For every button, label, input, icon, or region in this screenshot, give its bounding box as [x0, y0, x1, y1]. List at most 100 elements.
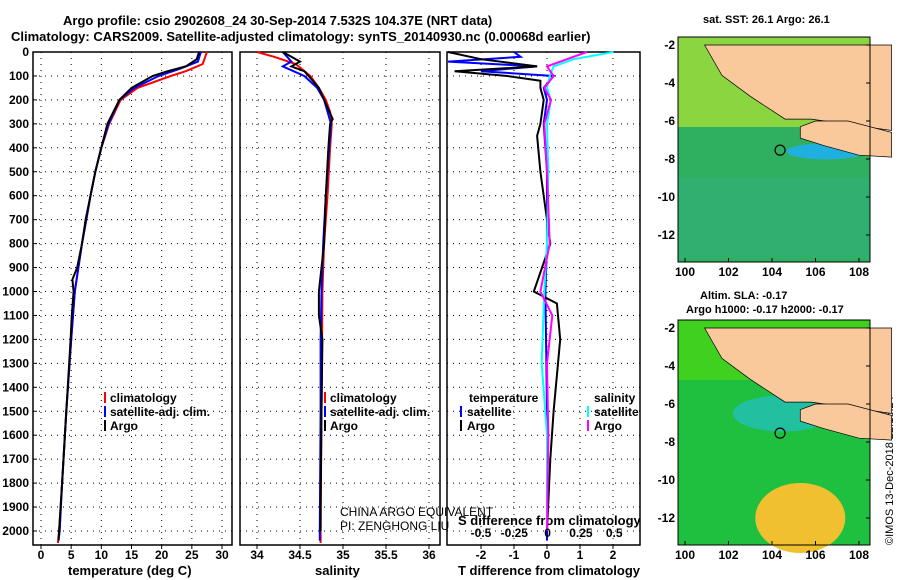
y-tick-label: 700: [9, 213, 29, 227]
map-frame: [677, 319, 871, 546]
series-line-argo: [57, 51, 201, 541]
pi-line1: CHINA ARGO EQUIVALENT: [340, 505, 494, 519]
series-line-climatology: [56, 51, 208, 544]
map-frame: [677, 36, 871, 263]
s-tick-label: 0: [544, 526, 551, 540]
y-tick-label: 1800: [2, 476, 29, 490]
x-tick-label: 34: [250, 548, 264, 562]
map-4: [677, 319, 892, 553]
map-lon-label: 104: [762, 265, 782, 279]
y-tick-label: 800: [9, 237, 29, 251]
y-tick-label: 1500: [2, 404, 29, 418]
map-lon-label: 100: [675, 265, 695, 279]
legend-label-Argo: Argo: [330, 419, 358, 433]
x-tick-label: -2: [476, 548, 487, 562]
x-tick-label: 10: [95, 548, 109, 562]
map-sst-south: [678, 178, 870, 258]
y-tick-label: 1300: [2, 356, 29, 370]
legend-s-satellite: satellite: [594, 405, 639, 419]
x-tick-label: 25: [185, 548, 199, 562]
map-lat-label: -6: [664, 114, 675, 128]
title-line1: Argo profile: csio 2902608_24 30-Sep-201…: [63, 13, 493, 28]
y-tick-label: 300: [9, 117, 29, 131]
title-line2: Climatology: CARS2009. Satellite-adjuste…: [11, 29, 591, 44]
legend-label-climatology: climatology: [110, 391, 177, 405]
argo-location-marker: [774, 427, 786, 439]
map-lat-label: -10: [658, 473, 676, 487]
map-land-java: [799, 120, 892, 158]
xlabel-salinity: salinity: [315, 563, 360, 578]
y-tick-label: 0: [22, 45, 29, 59]
map-lat-label: -2: [664, 38, 675, 52]
map-lat-label: -8: [664, 152, 675, 166]
map-lat-label: -10: [658, 190, 676, 204]
map-lat-label: -4: [664, 359, 675, 373]
x-tick-label: 35: [336, 548, 350, 562]
map-lon-label: 100: [675, 548, 695, 562]
map-lon-label: 104: [762, 548, 782, 562]
map-lon-label: 106: [805, 548, 825, 562]
plot-frame-2: [446, 51, 641, 546]
y-tick-label: 100: [9, 69, 29, 83]
y-tick-label: 1000: [2, 285, 29, 299]
y-tick-label: 200: [9, 93, 29, 107]
y-tick-label: 400: [9, 141, 29, 155]
series-line-argo: [282, 51, 334, 531]
y-tick-label: 1900: [2, 500, 29, 514]
y-tick-label: 1100: [3, 308, 29, 322]
series-line-satellite-adj.-clim.: [280, 51, 333, 541]
plot-frame-0: [32, 51, 233, 546]
xlabel-temperature: temperature (deg C): [68, 563, 192, 578]
x-tick-label: -1: [509, 548, 520, 562]
y-tick-label: 2000: [2, 524, 29, 538]
y-tick-label: 1700: [2, 452, 29, 466]
series-line-s-argo: [539, 51, 588, 532]
legend-label-Argo: Argo: [110, 419, 138, 433]
map-lon-label: 108: [849, 548, 869, 562]
legend-t-satellite: satellite: [467, 405, 512, 419]
x-tick-label: 0: [38, 548, 45, 562]
s-tick-label: 0.5: [606, 526, 623, 540]
map-land-java: [799, 403, 892, 441]
map-lon-label: 102: [718, 265, 738, 279]
map-lat-label: -2: [664, 321, 675, 335]
x-tick-label: 36: [422, 548, 436, 562]
map-land-sumatra: [703, 327, 892, 414]
s-tick-label: 0.25: [569, 526, 593, 540]
legend-s-Argo: Argo: [594, 419, 622, 433]
legend-t-temperature: temperature: [469, 391, 539, 405]
argo-location-marker: [774, 144, 786, 156]
map2-title-argo: Argo h1000: -0.17 h2000: -0.17: [686, 304, 844, 316]
x-tick-label: 34.5: [288, 548, 312, 562]
map-3: [677, 36, 892, 263]
map2-title-sla: Altim. SLA: -0.17: [700, 290, 788, 302]
series-line-satellite-adj.-clim.: [57, 51, 202, 541]
map-lat-label: -8: [664, 435, 675, 449]
x-tick-label: 1: [577, 548, 584, 562]
map-lon-label: 102: [718, 548, 738, 562]
map1-title: sat. SST: 26.1 Argo: 26.1: [703, 14, 830, 26]
legend-label-climatology: climatology: [330, 391, 397, 405]
map-land-sumatra: [703, 44, 892, 131]
pi-line2: PI: ZENGHONG LIU: [340, 519, 450, 533]
x-tick-label: 2: [610, 548, 617, 562]
series-line-t-satellite: [447, 51, 556, 541]
s-tick-label: -0.5: [471, 526, 492, 540]
xlabel-tdiff: T difference from climatology: [458, 563, 641, 578]
series-line-s-satellite: [540, 51, 614, 531]
y-tick-label: 1600: [2, 428, 29, 442]
legend-label-satelliteadj: satellite-adj. clim.: [110, 405, 210, 419]
x-tick-label: 5: [68, 548, 75, 562]
y-tick-label: 900: [9, 261, 29, 275]
map-lat-label: -12: [658, 228, 676, 242]
x-tick-label: 20: [155, 548, 169, 562]
plot-frame-1: [239, 51, 441, 546]
series-line-t-argo: [447, 51, 562, 532]
legend-label-satelliteadj: satellite-adj. clim.: [330, 405, 430, 419]
x-tick-label: 35.5: [374, 548, 398, 562]
y-tick-label: 1400: [2, 380, 29, 394]
map-sla-high: [755, 483, 846, 553]
map-lat-label: -4: [664, 76, 675, 90]
legend-t-Argo: Argo: [467, 419, 495, 433]
